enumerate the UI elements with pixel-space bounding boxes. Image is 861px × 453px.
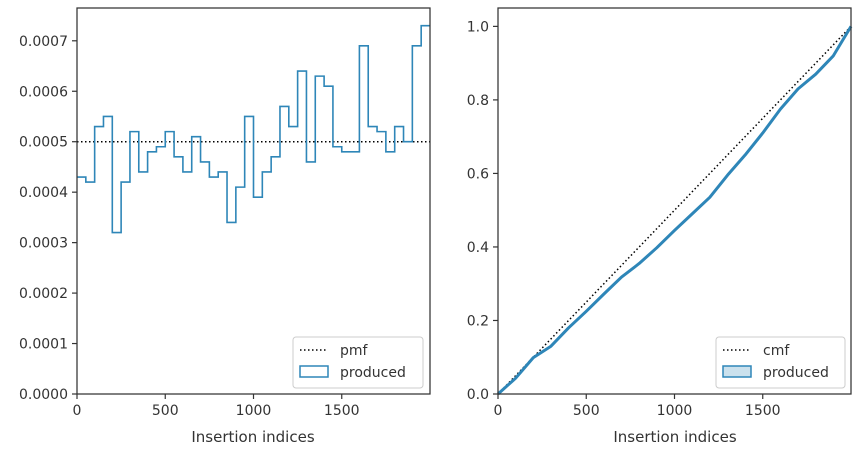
y-tick-label: 0.0001 — [19, 337, 68, 353]
histogram-bin — [192, 137, 201, 394]
histogram-bin — [95, 127, 104, 394]
produced-cumulative-line — [496, 25, 853, 396]
cmf-legend-label: cmf — [763, 343, 790, 359]
y-tick-label: 0.2 — [467, 313, 489, 329]
histogram-bin — [271, 157, 280, 394]
histogram-bin — [165, 132, 174, 394]
histogram-bin — [121, 182, 130, 394]
cumulative-xlabel: Insertion indices — [613, 428, 736, 446]
y-tick-label: 0.0006 — [19, 84, 68, 100]
y-tick-label: 0.6 — [467, 166, 489, 182]
y-tick-label: 0.0007 — [19, 34, 68, 50]
y-tick-label: 0.0002 — [19, 286, 68, 302]
y-tick-label: 1.0 — [467, 19, 489, 35]
histogram-bin — [139, 172, 148, 394]
histogram-bin — [103, 116, 112, 394]
x-tick-label: 1000 — [236, 403, 272, 419]
y-tick-label: 0.0003 — [19, 236, 68, 252]
histogram-bin — [236, 187, 245, 394]
histogram-bin — [262, 172, 271, 394]
pmf-legend-label: pmf — [340, 343, 369, 359]
cmf-reference-line — [497, 25, 852, 395]
x-tick-label: 1000 — [657, 403, 693, 419]
cumulative-legend: cmf produced — [715, 336, 846, 389]
y-tick-label: 0.0005 — [19, 135, 68, 151]
cumulative-plot-frame — [497, 7, 852, 395]
histogram-bin — [174, 157, 183, 394]
y-tick-label: 0.0 — [467, 387, 489, 403]
x-tick-label: 500 — [573, 403, 600, 419]
histogram-bin — [112, 233, 121, 394]
histogram-bin — [148, 152, 157, 394]
produced-histogram-step — [77, 24, 430, 234]
histogram-xlabel: Insertion indices — [191, 428, 314, 446]
histogram-legend: pmf produced — [292, 336, 424, 389]
x-tick-label: 0 — [73, 403, 82, 419]
produced-legend-label: produced — [763, 365, 829, 381]
x-tick-label: 1500 — [745, 403, 781, 419]
cumulative-panel: 0 500 1000 1500 0.0 0.2 0.4 0.6 0.8 1.0 Insertion… — [467, 7, 853, 446]
histogram-bin — [183, 172, 192, 394]
histogram-bin — [254, 197, 263, 394]
histogram-bin — [209, 177, 218, 394]
histogram-bin — [201, 162, 210, 394]
histogram-bin — [130, 132, 139, 394]
y-tick-label: 0.4 — [467, 240, 489, 256]
x-tick-label: 1500 — [324, 403, 360, 419]
produced-legend-label: produced — [340, 365, 406, 381]
histogram-bin — [227, 222, 236, 394]
histogram-bin — [77, 177, 86, 394]
y-tick-label: 0.8 — [467, 93, 489, 109]
produced-legend-swatch — [299, 365, 329, 378]
histogram-bin — [156, 147, 165, 394]
produced-legend-swatch — [722, 365, 752, 378]
y-tick-label: 0.0000 — [19, 387, 68, 403]
histogram-panel: 0 500 1000 1500 0.0000 0.0001 0.0002 0.0003 0.00… — [19, 7, 431, 446]
histogram-bin — [218, 172, 227, 394]
histogram-bin — [86, 182, 95, 394]
histogram-bin — [245, 116, 254, 394]
y-tick-label: 0.0004 — [19, 185, 68, 201]
x-tick-label: 500 — [152, 403, 179, 419]
x-tick-label: 0 — [494, 403, 503, 419]
histogram-bin — [280, 106, 289, 394]
